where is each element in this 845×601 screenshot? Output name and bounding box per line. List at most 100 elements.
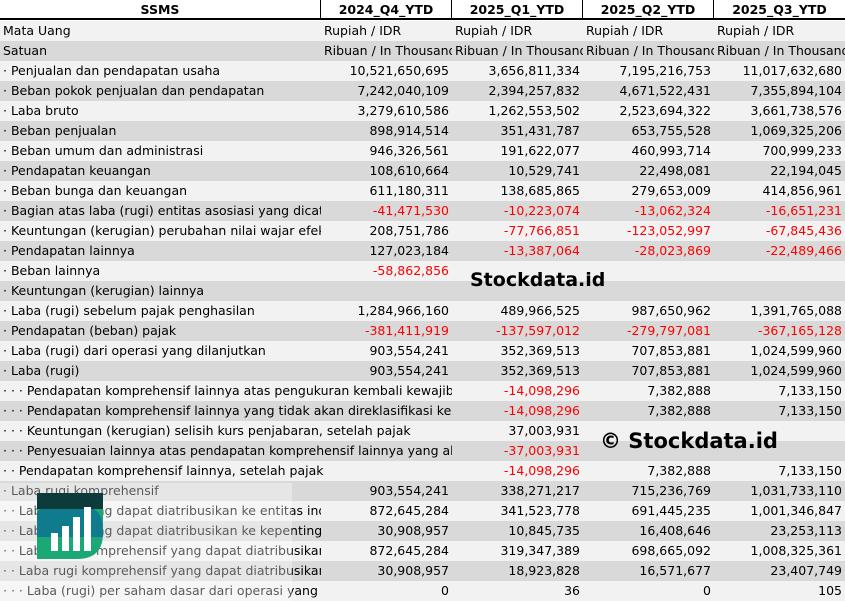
value-cell[interactable]: 23,253,113 xyxy=(770,523,842,538)
row-label[interactable]: · Laba (rugi) xyxy=(3,363,80,378)
value-cell[interactable]: 872,645,284 xyxy=(369,503,449,518)
row-label[interactable]: · Beban umum dan administrasi xyxy=(3,143,204,158)
value-cell[interactable]: 7,355,894,104 xyxy=(750,83,842,98)
row-label[interactable]: Satuan xyxy=(3,43,48,58)
value-cell[interactable]: 1,262,553,502 xyxy=(488,103,580,118)
value-cell[interactable]: 7,133,150 xyxy=(778,463,842,478)
value-cell[interactable]: -22,489,466 xyxy=(765,243,842,258)
value-cell[interactable]: 715,236,769 xyxy=(631,483,711,498)
row-label[interactable]: · Laba (rugi) sebelum pajak penghasilan xyxy=(3,303,255,318)
value-cell[interactable]: 319,347,389 xyxy=(500,543,580,558)
value-cell[interactable]: 698,665,092 xyxy=(631,543,711,558)
value-cell[interactable]: 3,661,738,576 xyxy=(750,103,842,118)
value-cell[interactable]: 10,529,741 xyxy=(508,163,580,178)
value-cell[interactable]: 23,407,749 xyxy=(770,563,842,578)
value-cell[interactable]: Rupiah / IDR xyxy=(717,23,795,38)
row-label[interactable]: · Laba (rugi) dari operasi yang dilanjut… xyxy=(3,343,266,358)
period-header[interactable]: 2025_Q1_YTD xyxy=(452,0,583,19)
value-cell[interactable]: 903,554,241 xyxy=(369,363,449,378)
value-cell[interactable]: 352,369,513 xyxy=(500,343,580,358)
period-header[interactable]: 2024_Q4_YTD xyxy=(321,0,452,19)
row-label[interactable]: · · Pendapatan komprehensif lainnya, set… xyxy=(3,463,324,478)
value-cell[interactable]: 707,853,881 xyxy=(631,343,711,358)
value-cell[interactable]: 7,382,888 xyxy=(647,403,711,418)
row-label[interactable]: · · · Penyesuaian lainnya atas pendapata… xyxy=(3,443,452,458)
value-cell[interactable]: -41,471,530 xyxy=(372,203,449,218)
value-cell[interactable]: 11,017,632,680 xyxy=(742,63,842,78)
value-cell[interactable]: -14,098,296 xyxy=(503,463,580,478)
value-cell[interactable]: 352,369,513 xyxy=(500,363,580,378)
value-cell[interactable]: 30,908,957 xyxy=(377,523,449,538)
value-cell[interactable]: 18,923,828 xyxy=(508,563,580,578)
value-cell[interactable]: 22,498,081 xyxy=(639,163,711,178)
value-cell[interactable]: 1,284,966,160 xyxy=(357,303,449,318)
period-header[interactable]: 2025_Q3_YTD xyxy=(732,2,827,17)
value-cell[interactable]: 2,523,694,322 xyxy=(619,103,711,118)
value-cell[interactable]: 872,645,284 xyxy=(369,543,449,558)
value-cell[interactable]: -367,165,128 xyxy=(757,323,842,338)
value-cell[interactable]: 7,382,888 xyxy=(647,383,711,398)
value-cell[interactable]: 7,133,150 xyxy=(778,383,842,398)
value-cell[interactable]: 707,853,881 xyxy=(631,363,711,378)
value-cell[interactable]: 1,024,599,960 xyxy=(750,363,842,378)
value-cell[interactable]: 108,610,664 xyxy=(369,163,449,178)
value-cell[interactable]: 16,571,677 xyxy=(639,563,711,578)
value-cell[interactable]: 700,999,233 xyxy=(762,143,842,158)
value-cell[interactable]: 37,003,931 xyxy=(508,423,580,438)
value-cell[interactable]: -137,597,012 xyxy=(495,323,580,338)
value-cell[interactable]: 0 xyxy=(441,583,449,598)
value-cell[interactable]: 10,521,650,695 xyxy=(349,63,449,78)
value-cell[interactable]: Rupiah / IDR xyxy=(586,23,664,38)
row-label[interactable]: · Beban pokok penjualan dan pendapatan xyxy=(3,83,265,98)
value-cell[interactable]: -10,223,074 xyxy=(503,203,580,218)
value-cell[interactable]: 10,845,735 xyxy=(508,523,580,538)
value-cell[interactable]: -28,023,869 xyxy=(634,243,711,258)
value-cell[interactable]: -13,062,324 xyxy=(634,203,711,218)
value-cell[interactable]: 903,554,241 xyxy=(369,483,449,498)
value-cell[interactable]: 127,023,184 xyxy=(369,243,449,258)
value-cell[interactable]: 898,914,514 xyxy=(369,123,449,138)
value-cell[interactable]: -13,387,064 xyxy=(503,243,580,258)
value-cell[interactable]: 7,382,888 xyxy=(647,463,711,478)
value-cell[interactable]: -381,411,919 xyxy=(364,323,449,338)
value-cell[interactable]: 1,001,346,847 xyxy=(750,503,842,518)
row-label[interactable]: · · · Pendapatan komprehensif lainnya ya… xyxy=(3,403,452,418)
value-cell[interactable]: -279,797,081 xyxy=(626,323,711,338)
value-cell[interactable]: -14,098,296 xyxy=(503,403,580,418)
value-cell[interactable]: 946,326,561 xyxy=(369,143,449,158)
value-cell[interactable]: 36 xyxy=(564,583,580,598)
value-cell[interactable]: 414,856,961 xyxy=(762,183,842,198)
value-cell[interactable]: 22,194,045 xyxy=(770,163,842,178)
value-cell[interactable]: Ribuan / In Thousand xyxy=(717,43,845,58)
value-cell[interactable]: 341,523,778 xyxy=(500,503,580,518)
value-cell[interactable]: Rupiah / IDR xyxy=(324,23,402,38)
value-cell[interactable]: Ribuan / In Thousand xyxy=(324,43,452,58)
value-cell[interactable]: 987,650,962 xyxy=(631,303,711,318)
row-label[interactable]: · Penjualan dan pendapatan usaha xyxy=(3,63,221,78)
value-cell[interactable]: 0 xyxy=(703,583,711,598)
period-header[interactable]: 2025_Q2_YTD xyxy=(583,0,714,19)
value-cell[interactable]: 4,671,522,431 xyxy=(619,83,711,98)
value-cell[interactable]: Ribuan / In Thousand xyxy=(455,43,583,58)
value-cell[interactable]: 903,554,241 xyxy=(369,343,449,358)
row-label[interactable]: · Keuntungan (kerugian) perubahan nilai … xyxy=(3,223,321,238)
value-cell[interactable]: 1,069,325,206 xyxy=(750,123,842,138)
row-label[interactable]: · Pendapatan (beban) pajak xyxy=(3,323,177,338)
value-cell[interactable]: 611,180,311 xyxy=(369,183,449,198)
value-cell[interactable]: Rupiah / IDR xyxy=(455,23,533,38)
value-cell[interactable]: 7,195,216,753 xyxy=(619,63,711,78)
value-cell[interactable]: 351,431,787 xyxy=(500,123,580,138)
value-cell[interactable]: 1,391,765,088 xyxy=(750,303,842,318)
value-cell[interactable]: 489,966,525 xyxy=(500,303,580,318)
row-label[interactable]: · Keuntungan (kerugian) lainnya xyxy=(3,283,205,298)
value-cell[interactable]: 191,622,077 xyxy=(500,143,580,158)
value-cell[interactable]: 691,445,235 xyxy=(631,503,711,518)
value-cell[interactable]: 3,279,610,586 xyxy=(357,103,449,118)
row-label[interactable]: · Bagian atas laba (rugi) entitas asosia… xyxy=(3,203,321,218)
value-cell[interactable]: 16,408,646 xyxy=(639,523,711,538)
row-label[interactable]: · Beban penjualan xyxy=(3,123,117,138)
row-label[interactable]: · Pendapatan lainnya xyxy=(3,243,135,258)
row-label[interactable]: · · · Pendapatan komprehensif lainnya at… xyxy=(3,383,452,398)
value-cell[interactable]: 208,751,786 xyxy=(369,223,449,238)
value-cell[interactable]: -58,862,856 xyxy=(372,263,449,278)
